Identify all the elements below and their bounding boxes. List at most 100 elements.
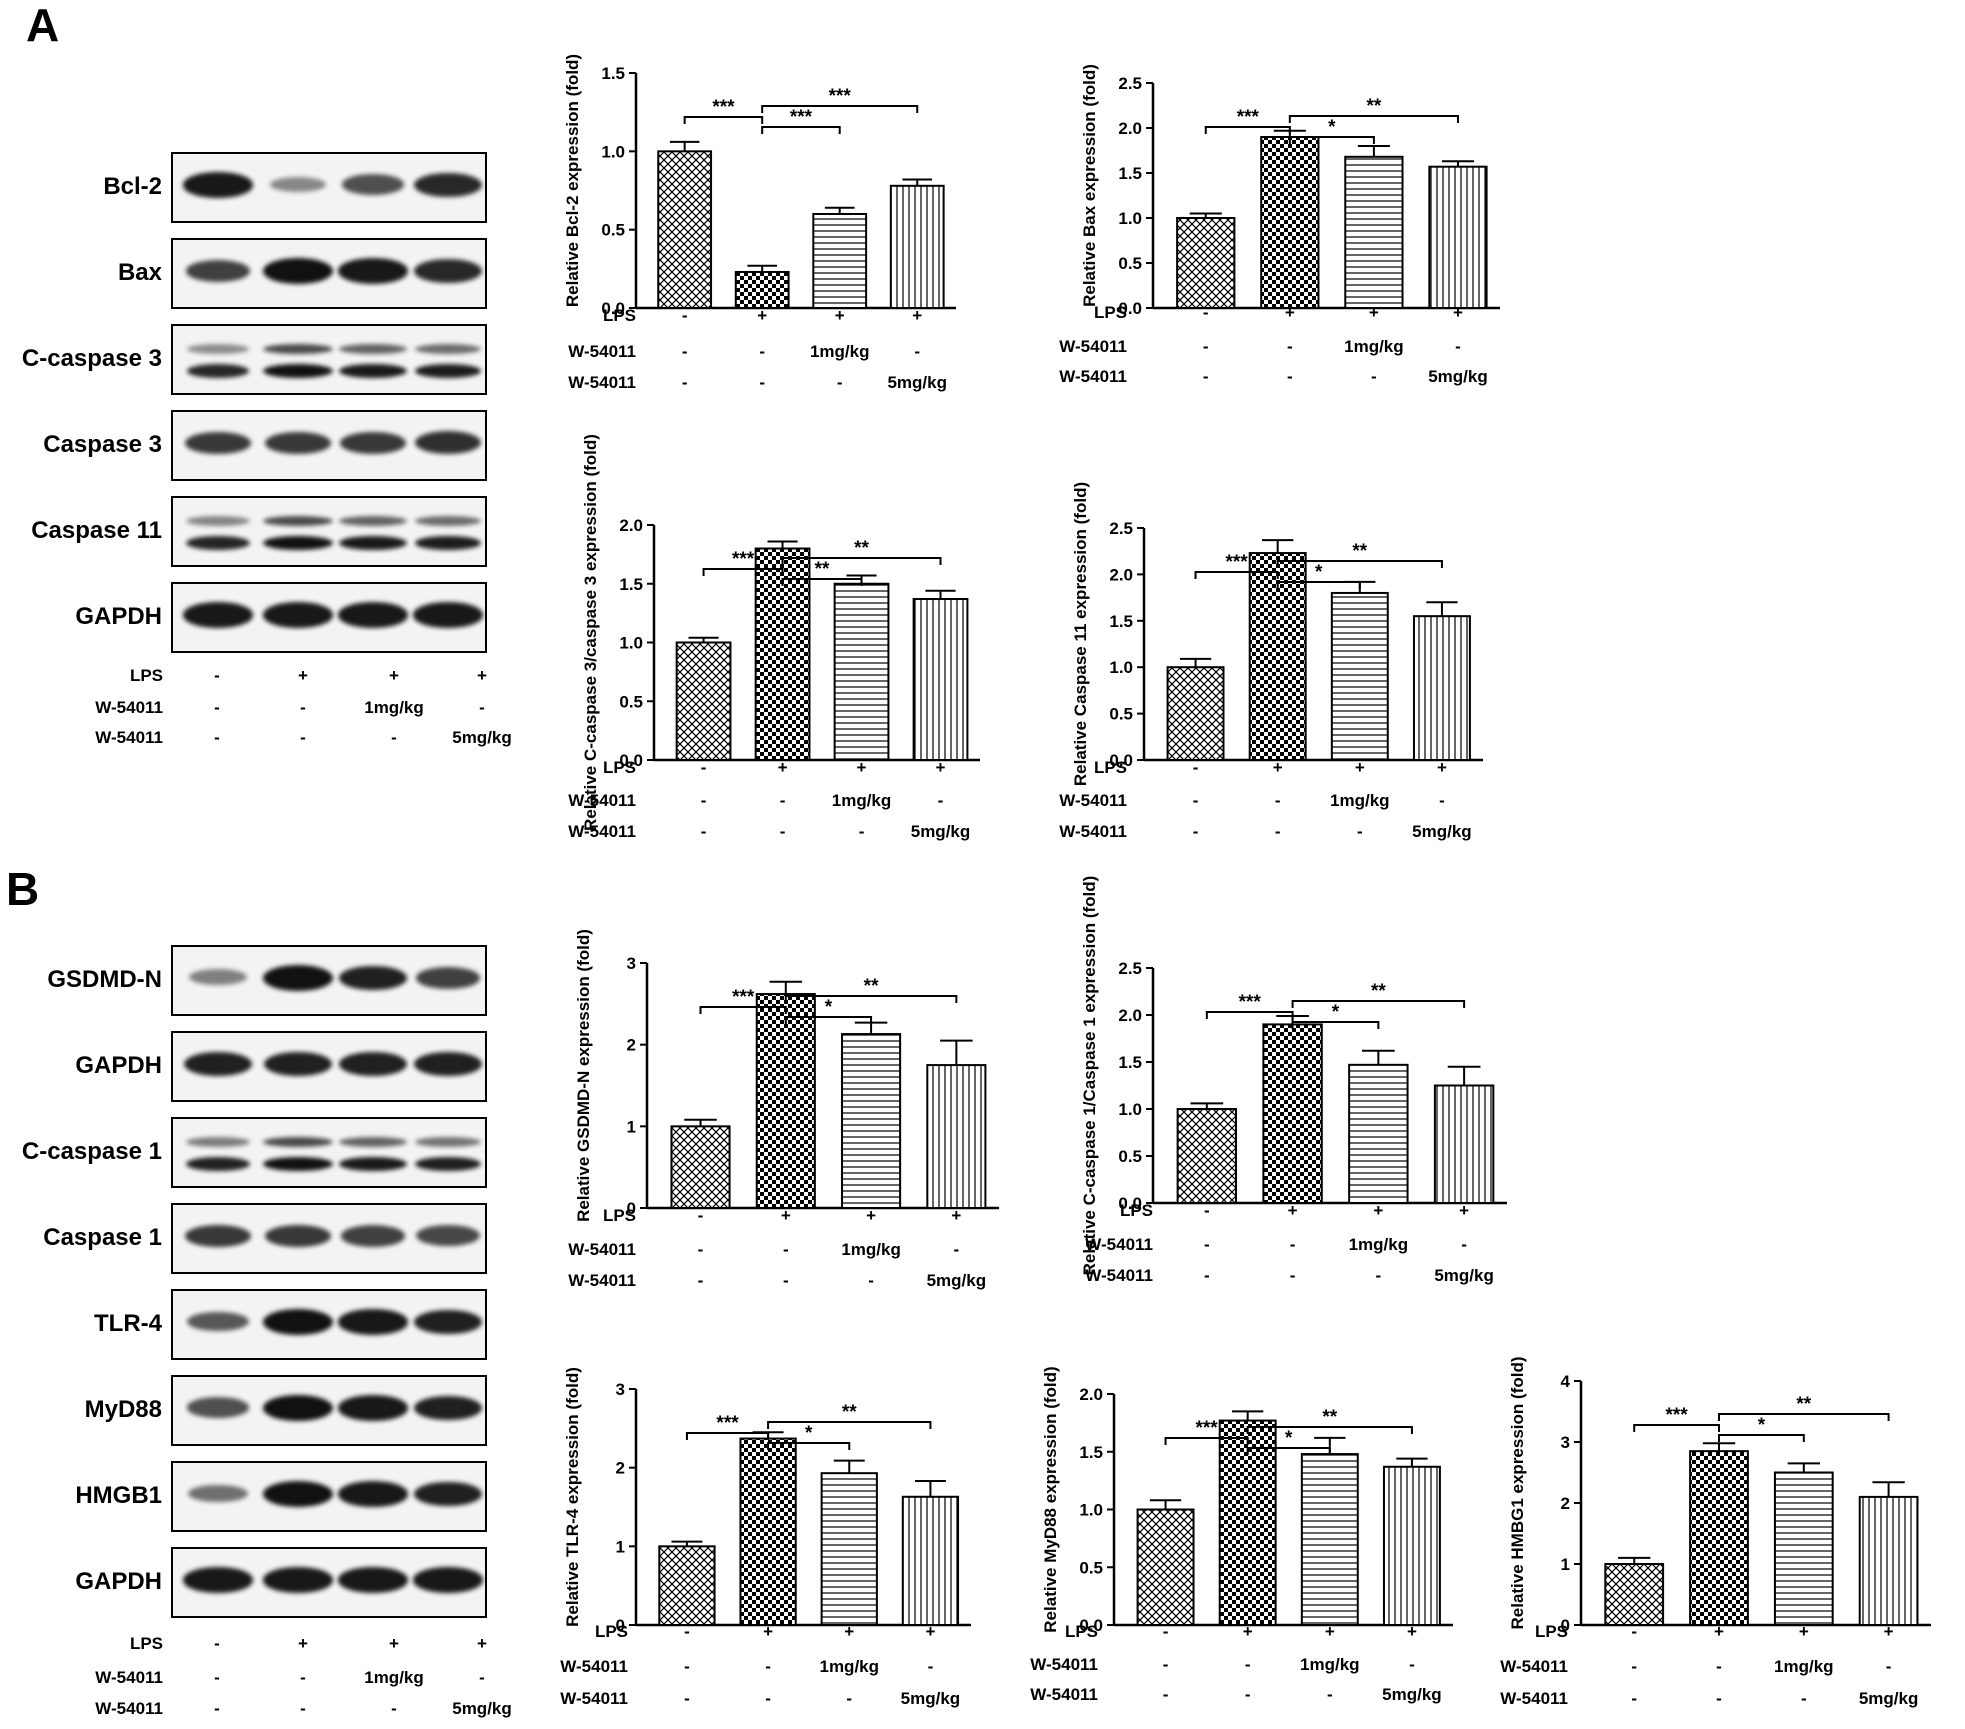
protein-band xyxy=(183,172,253,198)
condition-value: + xyxy=(1373,1201,1383,1220)
condition-value: 5mg/kg xyxy=(452,1699,512,1718)
protein-band xyxy=(263,1051,333,1077)
condition-value: + xyxy=(1243,1622,1253,1641)
protein-band xyxy=(186,536,250,550)
condition-value: - xyxy=(780,822,786,841)
protein-band xyxy=(185,431,251,454)
condition-value: + xyxy=(857,758,867,777)
protein-band xyxy=(183,1051,253,1077)
condition-value: - xyxy=(1245,1655,1251,1674)
significance-bracket xyxy=(1204,126,1291,134)
significance-label: ** xyxy=(854,538,869,559)
y-tick-label: 1 xyxy=(1561,1555,1570,1574)
condition-value: - xyxy=(859,822,865,841)
significance-label: * xyxy=(1758,1415,1766,1436)
y-tick-label: 2.5 xyxy=(1118,74,1142,93)
significance-label: ** xyxy=(815,559,830,580)
blot-strip xyxy=(171,1289,487,1360)
condition-value: - xyxy=(684,1657,690,1676)
condition-value: - xyxy=(682,373,688,392)
protein-band xyxy=(263,1481,333,1507)
condition-value: - xyxy=(1801,1689,1807,1708)
blot-label: Caspase 1 xyxy=(43,1224,162,1251)
bar xyxy=(1412,615,1471,761)
condition-value: - xyxy=(1631,1657,1637,1676)
blot-strip xyxy=(171,1461,487,1532)
bar xyxy=(889,184,945,309)
condition-value: 1mg/kg xyxy=(832,791,892,810)
condition-value: - xyxy=(1275,822,1281,841)
blot-label: Bcl-2 xyxy=(103,173,162,200)
blot-strip xyxy=(171,1375,487,1446)
y-tick-label: 2.0 xyxy=(619,516,643,535)
y-axis-label: Relative Bax expression (fold) xyxy=(1080,64,1099,307)
panel-label-a: A xyxy=(26,0,60,51)
condition-value: - xyxy=(300,1699,306,1718)
condition-value: - xyxy=(1886,1657,1892,1676)
protein-band xyxy=(339,1157,407,1171)
significance-bracket xyxy=(1291,1000,1466,1008)
protein-band xyxy=(263,536,333,550)
condition-value: - xyxy=(1716,1689,1722,1708)
y-tick-label: 4 xyxy=(1561,1372,1571,1391)
significance-label: * xyxy=(1315,562,1323,583)
condition-value: - xyxy=(1204,1266,1210,1285)
condition-value: - xyxy=(1163,1622,1169,1641)
significance-bracket xyxy=(1288,115,1459,123)
condition-value: - xyxy=(1203,337,1209,356)
blot-strip xyxy=(171,152,487,223)
bar xyxy=(1348,1063,1409,1204)
condition-value: - xyxy=(1204,1201,1210,1220)
y-tick-label: 0.0 xyxy=(619,751,643,770)
bar xyxy=(926,1064,987,1210)
protein-band xyxy=(338,965,408,991)
significance-label: *** xyxy=(732,549,755,570)
y-tick-label: 1.0 xyxy=(619,634,643,653)
condition-label: W-54011 xyxy=(1059,791,1127,810)
condition-value: - xyxy=(684,1689,690,1708)
condition-value: - xyxy=(765,1689,771,1708)
significance-label: * xyxy=(825,997,833,1018)
condition-value: - xyxy=(1204,1235,1210,1254)
condition-value: + xyxy=(835,306,845,325)
condition-label: W-54011 xyxy=(568,1271,636,1290)
protein-band xyxy=(414,258,482,283)
protein-band xyxy=(339,516,407,526)
bar-chart: 0.0 0.5 1.0 1.5 2.0 2.5 Relative Caspase 11 ex… xyxy=(1059,482,1483,841)
condition-value: - xyxy=(1163,1685,1169,1704)
condition-value: 5mg/kg xyxy=(887,373,947,392)
protein-band xyxy=(415,1157,481,1171)
significance-label: *** xyxy=(716,1413,739,1434)
condition-value: + xyxy=(912,306,922,325)
condition-value: + xyxy=(389,666,399,685)
significance-bracket xyxy=(1205,1011,1294,1019)
bar xyxy=(833,582,890,761)
y-tick-label: 0.5 xyxy=(601,221,625,240)
y-tick-label: 1.0 xyxy=(1079,1501,1103,1520)
significance-label: ** xyxy=(1371,981,1386,1002)
condition-value: - xyxy=(783,1240,789,1259)
condition-value: - xyxy=(698,1271,704,1290)
significance-label: *** xyxy=(790,107,813,128)
protein-band xyxy=(413,1051,483,1077)
significance-bracket xyxy=(1718,1413,1890,1421)
condition-label: W-54011 xyxy=(568,342,636,361)
y-tick-label: 2.0 xyxy=(1118,119,1142,138)
condition-value: 5mg/kg xyxy=(1434,1266,1494,1285)
significance-bracket xyxy=(1246,1426,1413,1434)
significance-label: * xyxy=(1332,1002,1340,1023)
condition-value: + xyxy=(1799,1622,1809,1641)
bar xyxy=(1433,1084,1495,1204)
condition-value: - xyxy=(1290,1235,1296,1254)
y-tick-label: 0.0 xyxy=(1109,751,1133,770)
y-tick-label: 1.5 xyxy=(1109,612,1133,631)
blot-strip xyxy=(171,324,487,395)
significance-label: *** xyxy=(1239,992,1262,1013)
blot-label: GAPDH xyxy=(75,603,162,630)
significance-label: *** xyxy=(1226,552,1249,573)
condition-label: LPS xyxy=(603,306,636,325)
significance-bracket xyxy=(702,568,784,576)
condition-value: 1mg/kg xyxy=(810,342,870,361)
